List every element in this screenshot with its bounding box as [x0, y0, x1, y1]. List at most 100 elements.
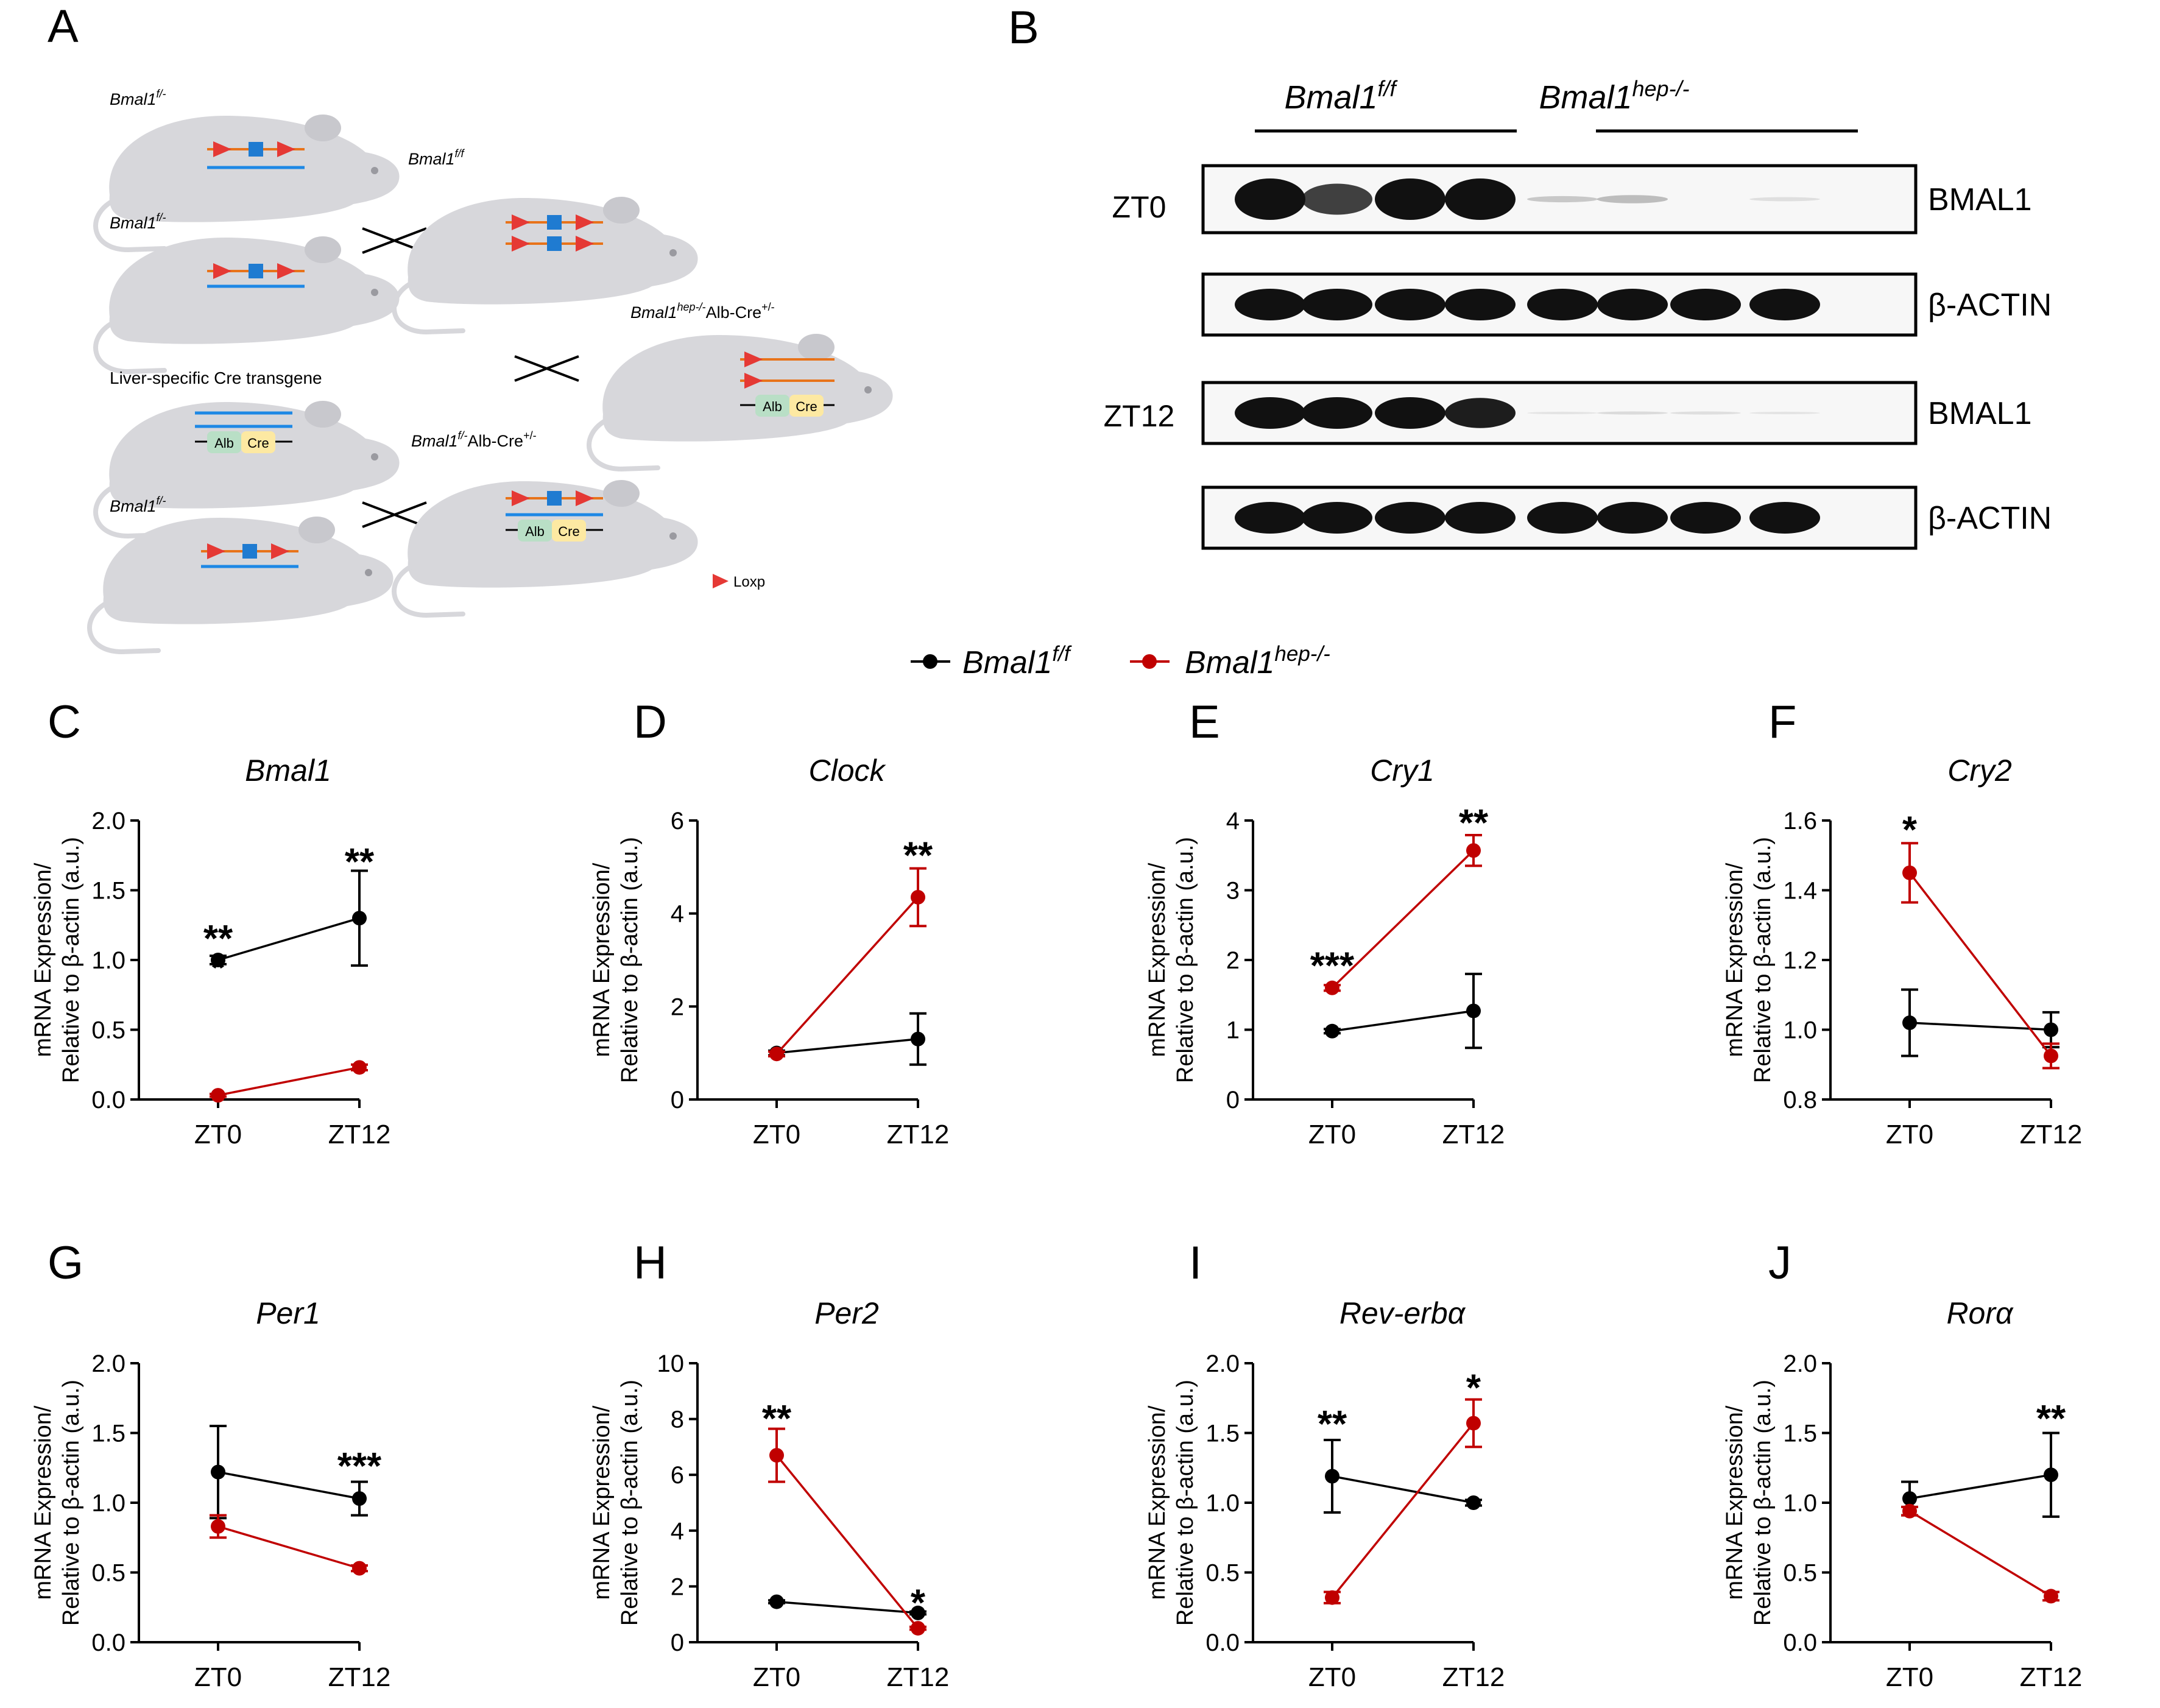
- data-point: [1325, 1469, 1339, 1484]
- loxp-triangle-icon: [207, 543, 225, 559]
- blot-band: [1597, 502, 1668, 534]
- series-line: [1331, 849, 1475, 989]
- alb-label: Alb: [214, 436, 234, 451]
- series-line: [1909, 1473, 2052, 1500]
- y-axis-label: Relative to β-actin (a.u.): [1750, 1380, 1776, 1626]
- legend-hep-marker: [1142, 654, 1157, 669]
- series-line: [1908, 872, 2052, 1057]
- offspring-2-illustration: [394, 480, 698, 615]
- chart-title: Cry1: [1370, 753, 1435, 788]
- blot-band: [1670, 502, 1741, 534]
- series-line: [775, 1455, 919, 1629]
- y-tick-label: 1.0: [1783, 1017, 1817, 1044]
- breeding-schematic: Bmal1f/- Bmal1f/- Bmal1f/f Liver-speci: [90, 88, 893, 652]
- data-point: [1902, 865, 1917, 880]
- blot-band: [1445, 178, 1516, 220]
- mouse-2-label: Bmal1f/-: [110, 211, 166, 232]
- data-point: [211, 1519, 225, 1534]
- alb-promoter-box: [755, 395, 789, 417]
- group-1-label: Bmal1f/f: [1284, 76, 1398, 116]
- cre-gene-box: [552, 520, 586, 542]
- data-point: [1902, 1015, 1917, 1031]
- y-tick-label: 6: [671, 1462, 684, 1489]
- chart-title: Rorα: [1946, 1296, 2014, 1330]
- y-tick-label: 0.0: [1783, 1629, 1817, 1656]
- blot-band: [1749, 411, 1820, 415]
- series-hep: [210, 1060, 368, 1103]
- x-tick-label: ZT12: [887, 1120, 950, 1149]
- y-tick-label: 0.5: [1783, 1560, 1817, 1587]
- data-point: [911, 1621, 925, 1636]
- panel-letter-a: A: [48, 1, 79, 52]
- blot-band: [1235, 502, 1305, 534]
- blot-band: [1302, 397, 1372, 429]
- chart-title: Cry2: [1947, 753, 2012, 788]
- blot-band: [1597, 195, 1668, 203]
- y-tick-label: 0.8: [1783, 1087, 1817, 1113]
- x-tick-label: ZT0: [1886, 1120, 1933, 1149]
- data-point: [911, 1031, 925, 1046]
- loxp-triangle-icon: [576, 490, 594, 506]
- exon-box-icon: [547, 491, 562, 506]
- y-tick-label: 10: [657, 1350, 685, 1377]
- blot-band: [1597, 289, 1668, 320]
- y-axis-label: mRNA Expression/: [1145, 863, 1170, 1057]
- blot-band: [1527, 411, 1598, 415]
- blot-band: [1302, 183, 1372, 215]
- series-line: [1909, 1022, 2052, 1031]
- blot-band: [1235, 397, 1305, 429]
- exon-box-icon: [547, 215, 562, 230]
- loxp-triangle-icon: [576, 214, 594, 230]
- panel-letter-g: G: [48, 1237, 84, 1289]
- series-line: [775, 896, 919, 1055]
- blot-band: [1749, 502, 1820, 534]
- y-axis-label: Relative to β-actin (a.u.): [1173, 1380, 1198, 1626]
- x-tick-label: ZT0: [753, 1662, 800, 1692]
- exon-box-icon: [547, 236, 562, 251]
- y-tick-label: 0: [671, 1087, 684, 1113]
- data-point: [211, 1088, 225, 1103]
- cross-icon: [514, 355, 579, 382]
- significance-label: **: [762, 1398, 792, 1440]
- data-point: [352, 911, 367, 926]
- y-tick-label: 1.0: [1783, 1490, 1817, 1517]
- chart-f: Cry2 0.8 1.0 1.2 1.4 1.6 ZT0 ZT12 mRNA Expressio…: [1722, 753, 2082, 1149]
- data-point: [769, 1046, 784, 1062]
- data-point: [1466, 1003, 1481, 1018]
- series-floxed: [210, 1425, 368, 1520]
- data-point: [1325, 980, 1339, 995]
- y-tick-label: 1.0: [91, 947, 125, 974]
- exon-box-icon: [249, 264, 263, 278]
- y-axis-label: mRNA Expression/: [1722, 1405, 1748, 1600]
- chart-title: Per1: [256, 1296, 320, 1330]
- chart-legend: Bmal1f/f Bmal1hep-/-: [911, 642, 1330, 680]
- chart-c: Bmal1 0.0 0.5 1.0 1.5 2.0 ZT0 ZT12 mRNA Expressi…: [30, 753, 390, 1149]
- loxp-triangle-icon: [277, 141, 295, 157]
- blot-band: [1445, 502, 1516, 534]
- cre-label: Cre: [796, 399, 817, 414]
- panel-letter-e: E: [1189, 696, 1220, 748]
- panel-letter-j: J: [1768, 1237, 1791, 1289]
- loxp-triangle-icon: [744, 373, 763, 389]
- series-floxed: [768, 1594, 926, 1620]
- chart-h: Per2 0 2 4 6 8 10 ZT0 ZT12 mRNA Expression/Relati…: [589, 1296, 949, 1692]
- series-hep: [1324, 1398, 1482, 1605]
- x-tick-label: ZT0: [1308, 1662, 1356, 1692]
- y-tick-label: 0.0: [1205, 1629, 1240, 1656]
- y-tick-label: 0.5: [91, 1017, 125, 1044]
- blot-band: [1527, 196, 1598, 203]
- group-2-label: Bmal1hep-/-: [1539, 76, 1689, 116]
- blot-band: [1445, 398, 1516, 428]
- zt0-label: ZT0: [1112, 190, 1166, 224]
- y-tick-label: 8: [671, 1406, 684, 1433]
- legend-floxed-label: Bmal1f/f: [962, 642, 1072, 680]
- series-floxed: [1324, 1438, 1482, 1514]
- series-line: [1332, 1475, 1474, 1504]
- y-axis-label: mRNA Expression/: [1145, 1405, 1170, 1600]
- y-tick-label: 2: [1226, 947, 1240, 974]
- panel-letter-d: D: [634, 696, 667, 748]
- significance-label: ***: [1310, 945, 1355, 987]
- offspring-2-label: Bmal1f/-Alb-Cre+/-: [411, 429, 537, 450]
- series-hep: [210, 1514, 368, 1576]
- y-tick-label: 3: [1226, 878, 1240, 905]
